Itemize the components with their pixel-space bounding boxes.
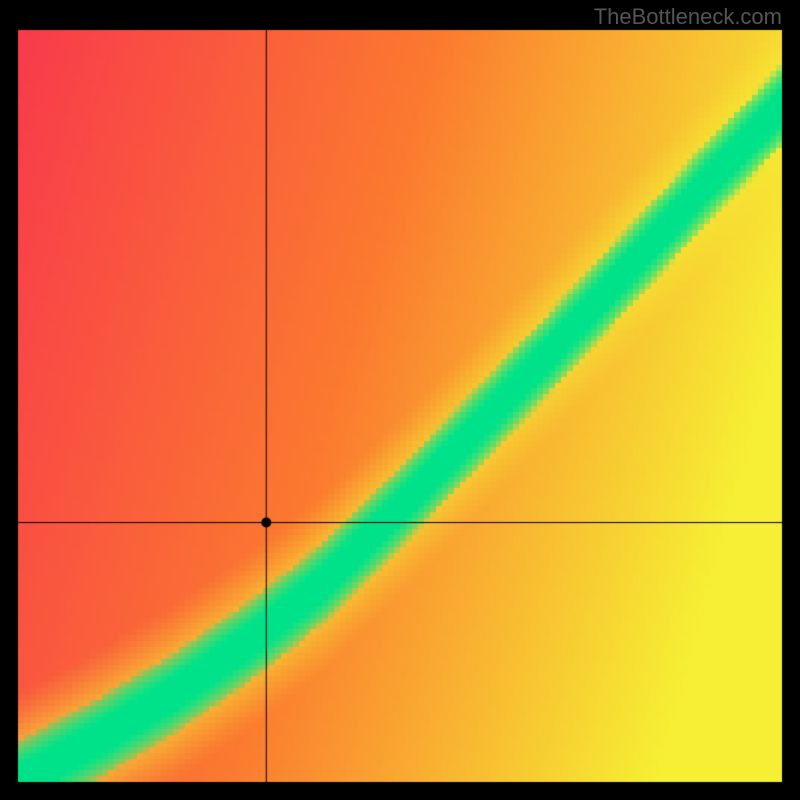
bottleneck-heatmap [0, 0, 800, 800]
watermark-label: TheBottleneck.com [594, 4, 782, 30]
